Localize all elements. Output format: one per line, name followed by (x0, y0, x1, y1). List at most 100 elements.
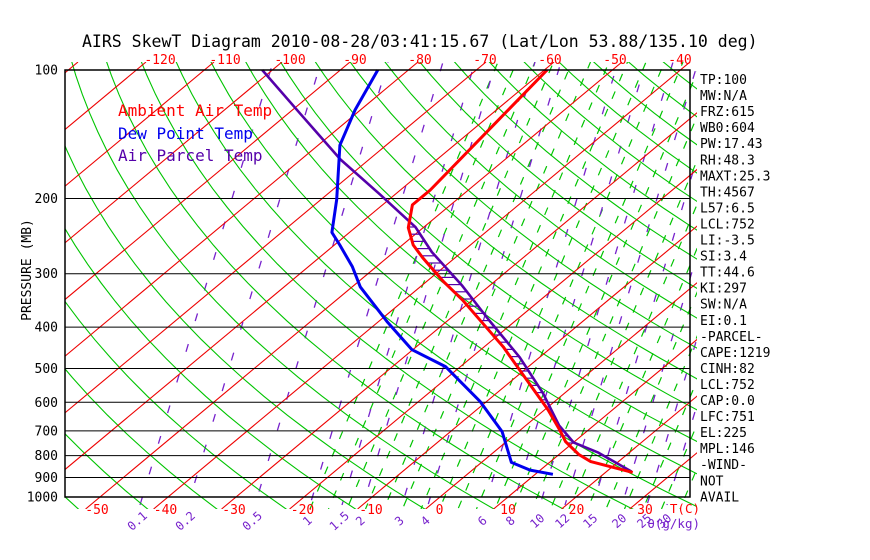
pressure-tick-label: 300 (35, 267, 58, 282)
mixing-ratio-tick-label: 20 (609, 511, 629, 531)
isotherm-line (153, 62, 691, 509)
bottom-axis-tick-label: -50 (85, 503, 108, 518)
top-temp-axis-labels: -120 -110 -100 -90 -80 -70 -60 -50 -40 (144, 53, 691, 68)
top-axis-tick-label: -80 (408, 53, 431, 68)
moist-adiabat-line (512, 71, 697, 509)
dry-adiabat-line (65, 300, 288, 509)
pressure-tick-label: 800 (35, 449, 58, 464)
dew-point-temp-curve (330, 69, 554, 476)
stat-line: EI:0.1 (700, 314, 747, 329)
dry-adiabat-line (488, 62, 697, 231)
bottom-axis-tick-label: -40 (154, 503, 177, 518)
mixing-ratio-line (254, 62, 389, 506)
mixing-ratio-tick-label: 3 (392, 513, 407, 528)
stat-line: CINH:82 (700, 362, 755, 377)
isotherm-line (493, 338, 697, 509)
bottom-axis-tick-label: 0 (436, 503, 444, 518)
mixing-ratio-tick-label: 0.1 (125, 509, 150, 534)
pressure-tick-label: 500 (35, 362, 58, 377)
isotherm-line (65, 62, 419, 357)
dry-adiabat-line (523, 62, 697, 203)
stat-line: LI:-3.5 (700, 234, 755, 249)
isotherm-line (221, 112, 697, 509)
stat-line: SW:N/A (700, 298, 747, 313)
stats-column: TP:100MW:N/AFRZ:615WB0:604PW:17.43RH:48.… (700, 73, 770, 505)
legend-air-parcel-temp: Air Parcel Temp (118, 146, 263, 165)
moist-adiabat-line (401, 62, 592, 509)
dry-adiabat-line (71, 62, 496, 509)
stat-line: LCL:752 (700, 378, 755, 393)
stat-line: TH:4567 (700, 185, 755, 200)
dry-adiabat-line (65, 368, 218, 509)
pressure-tick-label: 100 (35, 64, 58, 79)
pressure-axis-title: PRESSURE (MB) (20, 219, 35, 321)
stat-line: KI:297 (700, 282, 747, 297)
sounding-curves (261, 68, 634, 476)
top-axis-tick-label: -50 (603, 53, 626, 68)
plot-frame (64, 69, 691, 498)
top-axis-tick-label: -120 (144, 53, 175, 68)
stat-line: NOT (700, 474, 724, 489)
pressure-tick-label: 400 (35, 321, 58, 336)
chart-title: AIRS SkewT Diagram 2010-08-28/03:41:15.6… (82, 32, 758, 51)
pressure-tick-label: 600 (35, 396, 58, 411)
stat-line: FRZ:615 (700, 105, 755, 120)
stat-line: CAPE:1219 (700, 346, 770, 361)
mixing-ratio-line (401, 62, 536, 506)
stat-line: TP:100 (700, 73, 747, 88)
moist-adiabat-line (586, 247, 697, 509)
stat-line: MW:N/A (700, 89, 747, 104)
dry-adiabat-line (210, 62, 697, 475)
mixing-ratio-tick-label: 6 (475, 513, 490, 528)
stat-line: SI:3.4 (700, 250, 747, 265)
pressure-tick-label: 900 (35, 471, 58, 486)
dry-adiabat-line (140, 62, 634, 509)
pressure-tick-label: 200 (35, 192, 58, 207)
pressure-axis-labels: 100 200 300 400 500 600 700 800 900 1000 (27, 64, 58, 506)
stat-line: EL:225 (700, 426, 747, 441)
temp-unit-label: T(C) (670, 501, 700, 516)
mixing-ratio-tick-label: 1.5 (327, 509, 352, 534)
dry-adiabat-line (175, 62, 697, 508)
moist-adiabat-line (309, 62, 499, 509)
mixing-ratio-line (512, 62, 647, 506)
dry-adiabat-line (314, 62, 697, 380)
stat-line: RH:48.3 (700, 153, 755, 168)
top-axis-tick-label: -60 (538, 53, 561, 68)
isotherm-line (561, 395, 697, 509)
dry-adiabat-line (558, 62, 697, 174)
mixing-ratio-line (341, 62, 476, 506)
ambient-air-temp-curve (406, 68, 634, 474)
top-axis-tick-label: -40 (668, 53, 691, 68)
mixing-ratio-line (139, 62, 274, 506)
mixing-ratio-tick-label: 10 (527, 511, 547, 531)
bottom-axis-tick-label: 20 (569, 503, 585, 518)
top-axis-tick-label: -110 (209, 53, 240, 68)
mixing-ratio-labels: 0.1 0.2 0.5 1 1.5 2 3 4 6 8 10 12 15 20 25 30 (125, 509, 675, 534)
stat-line: LFC:751 (700, 410, 755, 425)
isotherm-line (289, 168, 697, 509)
moist-adiabat-line (438, 62, 629, 509)
moist-adiabat-line (346, 62, 536, 509)
stat-line: PW:17.43 (700, 137, 763, 152)
bottom-axis-tick-label: -30 (222, 503, 245, 518)
moist-adiabat-line (457, 62, 647, 509)
legend-ambient-air-temp: Ambient Air Temp (118, 101, 272, 120)
mixing-ratio-line (362, 62, 497, 506)
isotherm-line (65, 62, 351, 301)
mixing-ratio-line (427, 62, 562, 506)
stat-line: -WIND- (700, 458, 747, 473)
stat-line: CAP:0.0 (700, 394, 755, 409)
bottom-axis-tick-label: 30 (637, 503, 653, 518)
moist-adiabat-line (605, 291, 697, 509)
stat-line: MPL:146 (700, 442, 755, 457)
mixing-unit-label: θ(g/kg) (647, 516, 700, 531)
moist-adiabat-line (549, 159, 697, 509)
moist-adiabat-line (383, 62, 573, 509)
legend-dew-point-temp: Dew Point Temp (118, 124, 253, 143)
dry-adiabat-line (349, 62, 697, 349)
air-parcel-temp-curve (261, 69, 633, 473)
stat-line: TT:44.6 (700, 266, 755, 281)
